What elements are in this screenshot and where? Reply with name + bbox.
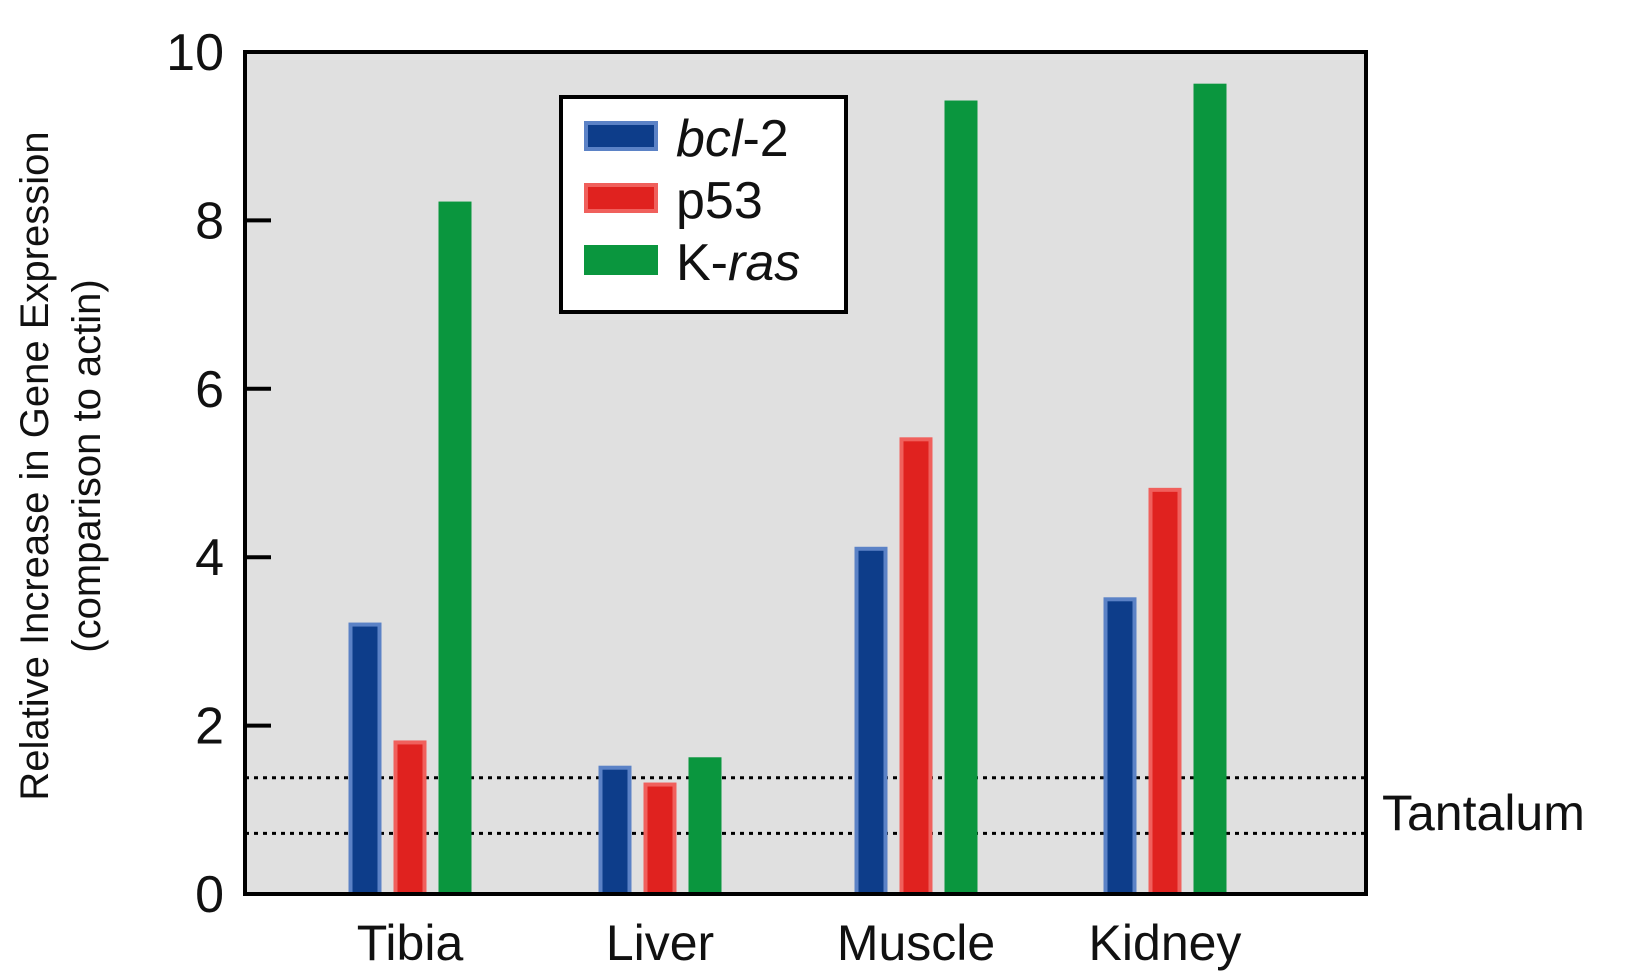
- bar-bcl-2-liver: [598, 765, 632, 897]
- bar-p53-liver: [643, 782, 677, 896]
- legend-label-K-ras: K-ras: [676, 234, 800, 292]
- x-category-label: Kidney: [1089, 915, 1242, 971]
- bar-p53-kidney: [1148, 487, 1182, 896]
- bar-K-ras-liver: [688, 757, 722, 897]
- bar-bcl-2-tibia: [348, 622, 382, 896]
- x-category-label: Muscle: [837, 915, 995, 971]
- y-tick-label: 2: [195, 698, 224, 756]
- y-axis-label-line1: Relative Increase in Gene Expression: [13, 131, 57, 800]
- bar-bcl-2-kidney: [1103, 597, 1137, 896]
- legend-label-part: -2: [742, 110, 788, 168]
- plot-frame: [243, 50, 1368, 896]
- y-axis-subtitle: (comparison to actin): [65, 279, 109, 652]
- y-tick-label: 0: [195, 866, 224, 924]
- y-axis-label-line2: (comparison to actin): [65, 279, 109, 652]
- x-axis: Tibia Liver Muscle Kidney: [357, 915, 1242, 971]
- bar-K-ras-muscle: [944, 100, 978, 896]
- bar-bcl-2-muscle: [854, 546, 888, 897]
- x-category-label: Liver: [606, 915, 714, 971]
- y-tick-label: 8: [195, 192, 224, 250]
- legend-label-bcl-2: bcl-2: [676, 110, 789, 168]
- y-tick-label: 10: [166, 24, 224, 82]
- legend-label-part: K-: [676, 234, 728, 292]
- bar-K-ras-tibia: [438, 201, 472, 896]
- bar-p53-tibia: [393, 740, 427, 896]
- bar-K-ras-kidney: [1193, 83, 1227, 897]
- bars-group: [348, 83, 1227, 897]
- legend-label-italic: bcl: [676, 110, 744, 168]
- y-tick-label: 6: [195, 361, 224, 419]
- legend-label-part: p53: [676, 172, 763, 230]
- y-tick-label: 4: [195, 529, 224, 587]
- legend-label-p53: p53: [676, 172, 763, 230]
- bar-p53-muscle: [899, 437, 933, 896]
- legend-label-italic: ras: [728, 234, 800, 292]
- legend-swatch-bcl-2: [584, 121, 658, 151]
- x-category-label: Tibia: [357, 915, 464, 971]
- y-axis-title: Relative Increase in Gene Expression: [13, 131, 57, 800]
- legend-swatch-p53: [584, 183, 658, 213]
- reference-band-label: Tantalum: [1382, 785, 1585, 841]
- legend-swatch-K-ras: [584, 245, 658, 275]
- y-axis: 0 2 4 6 8 10: [166, 24, 271, 924]
